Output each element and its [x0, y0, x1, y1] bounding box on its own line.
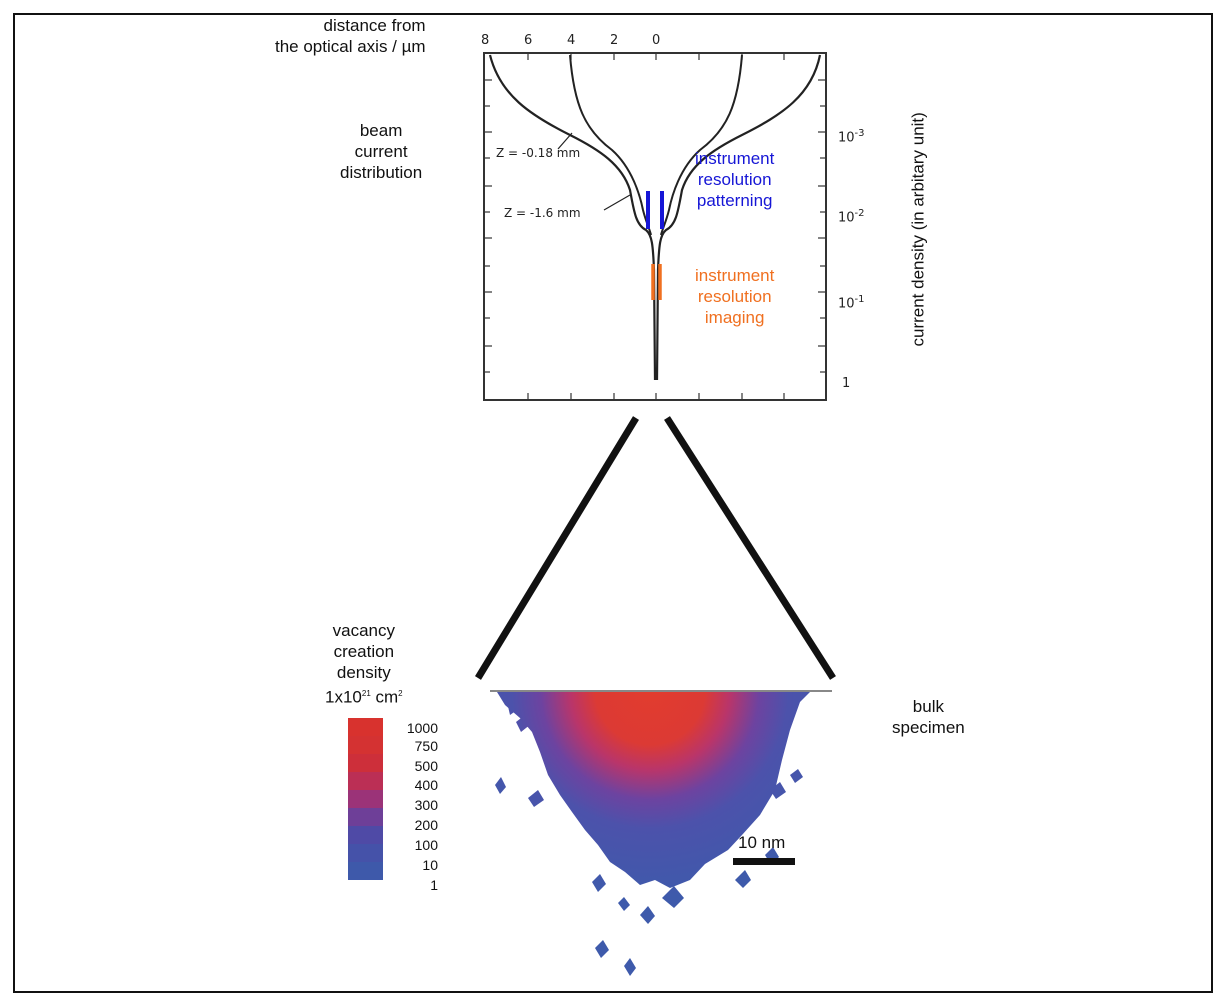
colorbar-value: 1000 [406, 720, 438, 736]
curve-label-z-16: Z = -1.6 mm [504, 206, 581, 220]
vacancy-distribution [495, 692, 810, 976]
colorbar-value: 100 [414, 837, 438, 853]
colorbar-swatch [348, 736, 383, 754]
colorbar-swatch [348, 808, 383, 826]
colorbar-value: 200 [414, 817, 438, 833]
zoom-line-left [475, 416, 639, 680]
scale-bar [733, 858, 795, 865]
vacancy-unit: 1x1021 cm2 [325, 687, 403, 707]
vacancy-density-label: vacancy creation density 1x1021 cm2 [325, 621, 403, 707]
top-tick-8: 8 [481, 33, 490, 48]
colorbar-value: 1 [430, 877, 438, 893]
right-tick-1e-3: 10-3 [838, 128, 865, 146]
patterning-marker [646, 191, 664, 229]
right-tick-1e-2: 10-2 [838, 208, 865, 226]
colorbar-value: 400 [414, 777, 438, 793]
imaging-label: instrument resolution imaging [695, 266, 775, 327]
colorbar-value: 300 [414, 797, 438, 813]
colorbar-swatch [348, 790, 383, 808]
colorbar-swatch [348, 862, 383, 880]
plot-ticks [484, 53, 826, 400]
patterning-label: instrument resolution patterning [695, 149, 775, 210]
right-tick-1e-1: 10-1 [838, 294, 865, 312]
imaging-marker [651, 264, 662, 300]
beam-plot [483, 52, 827, 401]
zoom-line-right [664, 416, 836, 680]
beam-current-label: beam current distribution [340, 121, 423, 182]
top-tick-2: 2 [610, 33, 619, 48]
colorbar-swatch [348, 718, 383, 736]
leader-z-16 [603, 194, 631, 211]
top-tick-0: 0 [652, 33, 661, 48]
colorbar-swatch [348, 772, 383, 790]
colorbar-value: 750 [414, 738, 438, 754]
scale-bar-label: 10 nm [738, 833, 786, 852]
colorbar-swatch [348, 826, 383, 844]
beam-plot-frame [483, 52, 827, 401]
curve-label-z-018: Z = -0.18 mm [496, 146, 581, 160]
top-tick-6: 6 [524, 33, 533, 48]
top-tick-4: 4 [567, 33, 576, 48]
distance-axis-label: distance from the optical axis / µm [275, 16, 426, 56]
curve-z-018 [488, 54, 822, 381]
colorbar-swatch [348, 844, 383, 862]
leader-z-018 [557, 132, 573, 150]
colorbar-swatch [348, 754, 383, 772]
bulk-specimen-label: bulk specimen [892, 697, 965, 737]
colorbar-value: 500 [414, 758, 438, 774]
current-density-label: current density (in arbitary unit) [908, 112, 928, 347]
colorbar-value: 10 [422, 857, 438, 873]
right-tick-1: 1 [842, 376, 851, 391]
